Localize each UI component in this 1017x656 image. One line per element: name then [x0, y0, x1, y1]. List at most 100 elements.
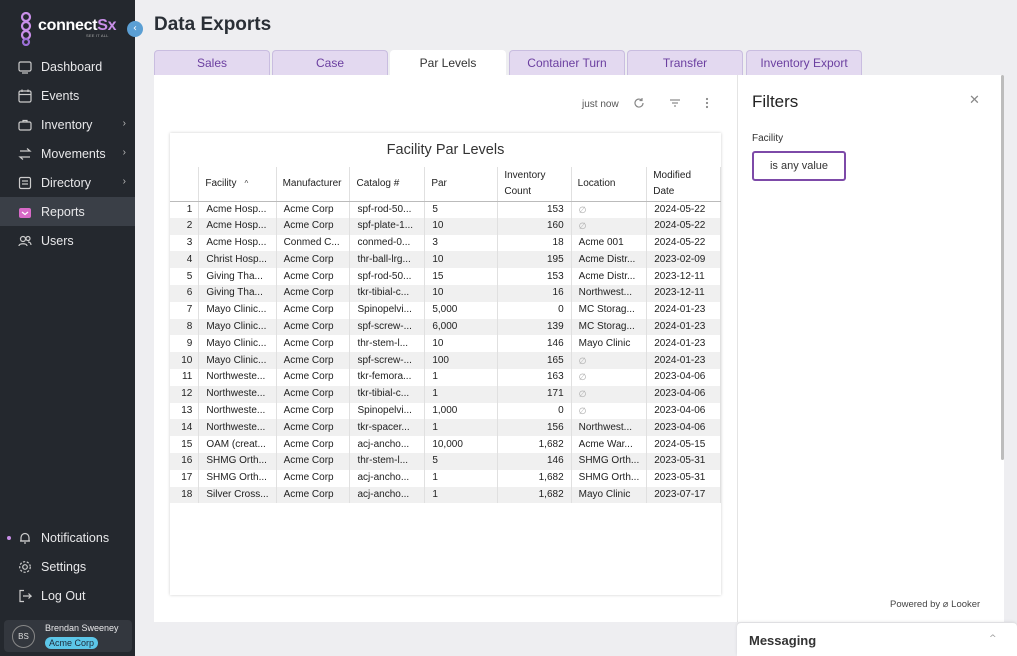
column-header-manufacturer[interactable]: Manufacturer [276, 167, 351, 202]
filter-icon[interactable] [668, 97, 682, 111]
cell-modified-date: 2023-07-17 [646, 486, 721, 504]
chevron-right-icon[interactable]: › [122, 118, 126, 129]
org-badge: Acme Corp [45, 637, 99, 649]
arrows-icon [17, 146, 33, 162]
column-header-location[interactable]: Location [571, 167, 648, 202]
users-icon [17, 233, 33, 249]
cell-inventory-count: 146 [497, 452, 572, 470]
cell-catalog: tkr-tibial-c... [349, 385, 426, 403]
cell-manufacturer: Acme Corp [276, 368, 351, 386]
collapse-sidebar-button[interactable]: ‹ [127, 21, 143, 37]
sidebar: connectSx SEE IT ALL Dashboard Events In… [0, 0, 135, 656]
sidebar-item-notifications[interactable]: Notifications [0, 523, 135, 552]
brand-logo[interactable] [18, 12, 118, 46]
cell-location: Acme 001 [571, 234, 648, 252]
cell-par: 10 [424, 217, 499, 235]
tab-case[interactable]: Case [272, 50, 388, 75]
cell-location: ∅ [571, 368, 648, 386]
sidebar-item-events[interactable]: Events [0, 81, 135, 110]
tab-container-turn[interactable]: Container Turn [509, 50, 625, 75]
table-row[interactable]: 1 Acme Hosp... Acme Corp spf-rod-50... 5 153 ∅… [170, 201, 721, 218]
par-levels-table: Facility ^ Manufacturer Catalog # Par Inv… [170, 167, 721, 504]
cell-manufacturer: Acme Corp [276, 251, 351, 269]
table-row[interactable]: 2 Acme Hosp... Acme Corp spf-plate-1... 10 16… [170, 217, 721, 235]
cell-catalog: tkr-femora... [349, 368, 426, 386]
tab-transfer[interactable]: Transfer [627, 50, 743, 75]
report-panel: just now Facility Par Levels Facility ^ M… [154, 75, 1004, 622]
last-updated: just now [582, 99, 619, 110]
table-row[interactable]: 9 Mayo Clinic... Acme Corp thr-stem-l... 10 1… [170, 335, 721, 353]
table-row[interactable]: 5 Giving Tha... Acme Corp spf-rod-50... 15 15… [170, 268, 721, 285]
table-row[interactable]: 17 SHMG Orth... Acme Corp acj-ancho... 1 1,68… [170, 469, 721, 487]
cell-catalog: spf-rod-50... [349, 201, 426, 218]
chevron-up-icon[interactable]: ^ [989, 634, 997, 644]
filters-scrollbar[interactable] [1001, 75, 1004, 460]
avatar: BS [12, 625, 35, 648]
tab-inventory-export[interactable]: Inventory Export [746, 50, 862, 75]
cell-location: Mayo Clinic [571, 486, 648, 504]
cell-modified-date: 2023-04-06 [646, 385, 721, 403]
chevron-right-icon[interactable]: › [122, 147, 126, 158]
cell-inventory-count: 195 [497, 251, 572, 269]
cell-inventory-count: 153 [497, 268, 572, 285]
table-row[interactable]: 8 Mayo Clinic... Acme Corp spf-screw-... 6,0… [170, 318, 721, 336]
sidebar-item-dashboard[interactable]: Dashboard [0, 52, 135, 81]
user-name: Brendan Sweeney [45, 623, 119, 633]
cell-facility: Northweste... [198, 368, 277, 386]
table-row[interactable]: 12 Northweste... Acme Corp tkr-tibial-c... 1… [170, 385, 721, 403]
table-row[interactable]: 16 SHMG Orth... Acme Corp thr-stem-l... 5 146… [170, 452, 721, 470]
sort-ascending-icon[interactable]: ^ [244, 178, 249, 188]
table-row[interactable]: 18 Silver Cross... Acme Corp acj-ancho... 1 1… [170, 486, 721, 504]
cell-manufacturer: Conmed C... [276, 234, 351, 252]
cell-inventory-count: 153 [497, 201, 572, 218]
table-row[interactable]: 11 Northweste... Acme Corp tkr-femora... 1 16… [170, 368, 721, 386]
refresh-icon[interactable] [632, 97, 646, 111]
cell-inventory-count: 16 [497, 284, 572, 302]
facility-filter-button[interactable]: is any value [752, 151, 846, 181]
sidebar-nav: Dashboard Events Inventory › Movements ›… [0, 52, 135, 255]
messaging-widget[interactable]: Messaging ^ [737, 623, 1017, 656]
table-row[interactable]: 15 OAM (creat... Acme Corp acj-ancho... 10,0… [170, 436, 721, 453]
cell-inventory-count: 171 [497, 385, 572, 403]
chevron-right-icon[interactable]: › [122, 176, 126, 187]
sidebar-item-label: Log Out [41, 588, 86, 603]
sidebar-item-reports[interactable]: Reports [0, 197, 135, 226]
sidebar-item-users[interactable]: Users [0, 226, 135, 255]
cell-row-number: 8 [170, 318, 200, 336]
column-header-modified-date[interactable]: Modified Date [646, 167, 721, 202]
close-icon[interactable]: ✕ [969, 93, 980, 108]
calendar-icon [17, 88, 33, 104]
cell-inventory-count: 1,682 [497, 486, 572, 504]
table-row[interactable]: 7 Mayo Clinic... Acme Corp Spinopelvi... 5,0… [170, 301, 721, 319]
column-header-row-number [170, 167, 200, 202]
table-row[interactable]: 13 Northweste... Acme Corp Spinopelvi... 1,0… [170, 402, 721, 420]
table-row[interactable]: 3 Acme Hosp... Conmed C... conmed-0... 3 18 Ac… [170, 234, 721, 252]
cell-manufacturer: Acme Corp [276, 419, 351, 437]
sidebar-item-logout[interactable]: Log Out [0, 581, 135, 610]
sidebar-item-movements[interactable]: Movements › [0, 139, 135, 168]
column-header-inventory-count[interactable]: Inventory Count [497, 167, 572, 202]
tab-par-levels[interactable]: Par Levels [390, 50, 506, 75]
sidebar-item-directory[interactable]: Directory › [0, 168, 135, 197]
sidebar-item-inventory[interactable]: Inventory › [0, 110, 135, 139]
cell-manufacturer: Acme Corp [276, 284, 351, 302]
sidebar-item-label: Reports [41, 204, 85, 219]
table-row[interactable]: 14 Northweste... Acme Corp tkr-spacer... 1 15… [170, 419, 721, 437]
user-profile[interactable]: BS Brendan Sweeney Acme Corp [4, 620, 132, 652]
column-header-catalog[interactable]: Catalog # [349, 167, 426, 202]
more-options-icon[interactable] [700, 97, 714, 111]
column-header-facility[interactable]: Facility ^ [198, 167, 277, 202]
table-row[interactable]: 6 Giving Tha... Acme Corp tkr-tibial-c... 10… [170, 284, 721, 302]
table-row[interactable]: 10 Mayo Clinic... Acme Corp spf-screw-... 10… [170, 352, 721, 369]
cell-catalog: spf-screw-... [349, 352, 426, 369]
cell-manufacturer: Acme Corp [276, 486, 351, 504]
cell-manufacturer: Acme Corp [276, 469, 351, 487]
cell-modified-date: 2023-12-11 [646, 268, 721, 285]
column-header-par[interactable]: Par [424, 167, 499, 202]
cell-manufacturer: Acme Corp [276, 402, 351, 420]
table-row[interactable]: 4 Christ Hosp... Acme Corp thr-ball-lrg... 1… [170, 251, 721, 269]
cell-row-number: 10 [170, 352, 200, 369]
cell-modified-date: 2024-05-15 [646, 436, 721, 453]
tab-sales[interactable]: Sales [154, 50, 270, 75]
sidebar-item-settings[interactable]: Settings [0, 552, 135, 581]
